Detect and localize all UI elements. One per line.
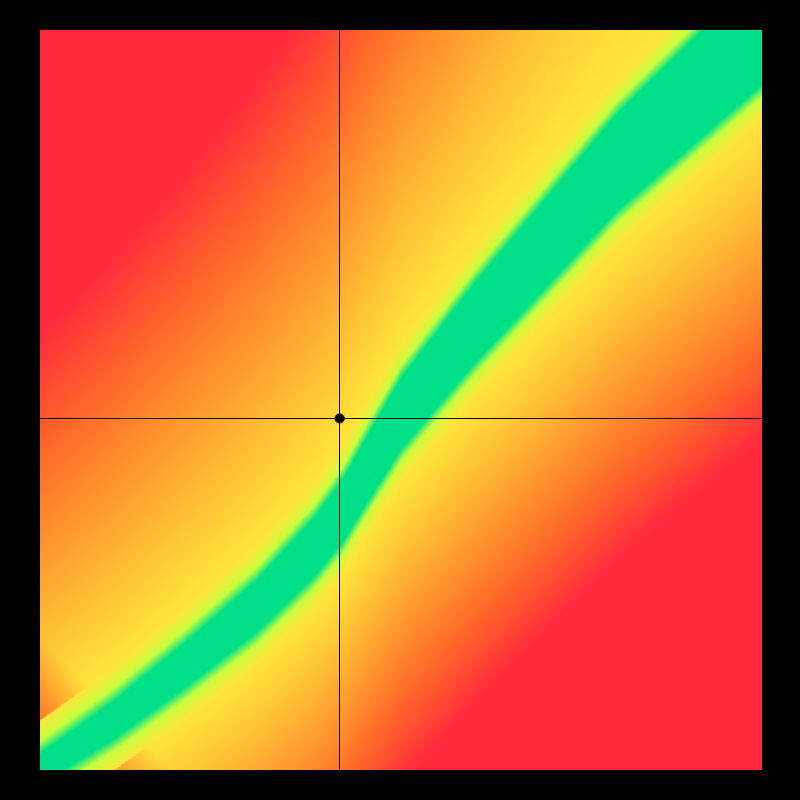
crosshair-dot	[40, 30, 762, 770]
watermark-text: TheBottleneck.com	[576, 6, 760, 29]
plot-area	[40, 30, 762, 770]
chart-container: { "watermark": { "text": "TheBottleneck.…	[0, 0, 800, 800]
